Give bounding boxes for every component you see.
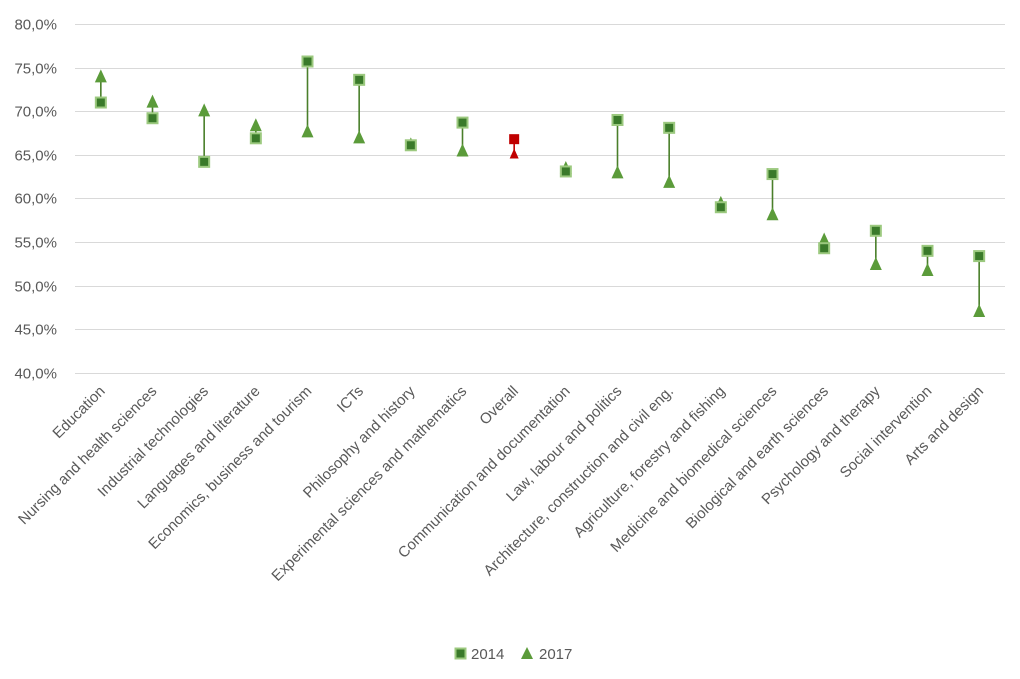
x-category-label: Overall [476,383,522,429]
y-tick-label: 70,0% [14,104,57,121]
marker-2017 [198,103,211,117]
marker-2017 [663,174,676,188]
marker-2014 [456,116,469,129]
marker-2014 [869,224,882,237]
x-category-label: ICTs [334,383,367,416]
marker-2014 [198,155,211,168]
y-tick-label: 60,0% [14,191,57,208]
marker-2017 [766,207,779,221]
marker-2014 [249,132,262,145]
y-tick-label: 55,0% [14,235,57,252]
x-category-label: Experimental sciences and mathematics [268,383,470,585]
data-markers [94,55,986,318]
y-tick-label: 45,0% [14,322,57,339]
marker-2017 [249,118,262,132]
legend-marker-2014 [454,647,467,660]
marker-2014 [714,201,727,214]
marker-2017 [973,304,986,318]
y-tick-label: 40,0% [14,366,57,383]
marker-2014 [94,96,107,109]
marker-2017 [353,130,366,144]
marker-2014 [559,165,572,178]
y-tick-label: 65,0% [14,148,57,165]
marker-2014 [766,168,779,181]
marker-2017 [146,94,159,108]
marker-2014 [921,244,934,257]
legend-marker-2017 [521,647,533,659]
marker-2017 [301,124,314,138]
marker-2014 [146,112,159,125]
y-tick-label: 80,0% [14,17,57,34]
marker-2017 [509,148,519,159]
connector-lines [100,61,980,312]
marker-2017 [921,263,934,277]
marker-2017 [611,165,624,179]
marker-2014 [611,113,624,126]
marker-2014 [301,55,314,68]
gridlines [75,24,1005,374]
y-axis-tick-labels: 40,0% 45,0% 50,0% 55,0% 60,0% 65,0% 70,0% 75,0%… [14,17,57,383]
marker-2014 [818,242,831,255]
marker-2014 [509,134,520,145]
marker-2017 [94,69,107,83]
marker-2014 [404,139,417,152]
marker-2017 [869,256,882,270]
y-tick-label: 75,0% [14,61,57,78]
marker-2014 [663,121,676,134]
marker-2017 [456,143,469,157]
legend: 2014 2017 [454,646,572,663]
marker-2014 [973,250,986,263]
legend-label-2017: 2017 [539,646,572,663]
x-category-label: Social intervention [837,383,936,482]
marker-2014 [353,73,366,86]
x-category-label: Architecture, construction and civil eng… [480,383,677,580]
y-tick-label: 50,0% [14,279,57,296]
legend-label-2014: 2014 [471,646,504,663]
